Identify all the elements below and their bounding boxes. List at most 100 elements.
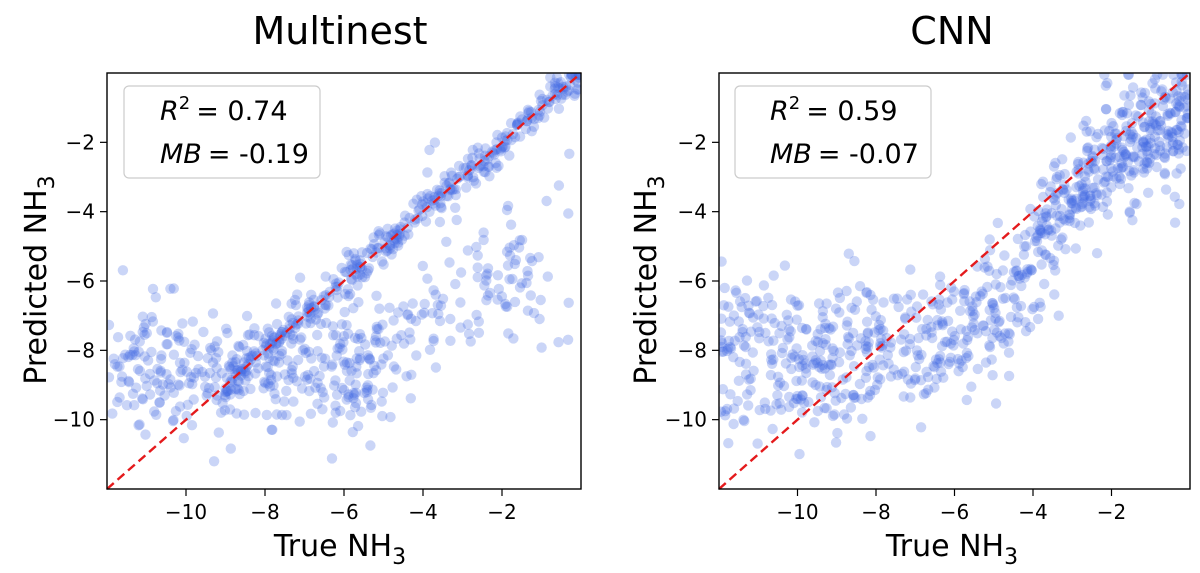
scatter-point <box>547 90 558 102</box>
scatter-point <box>820 318 831 329</box>
scatter-point <box>763 292 774 303</box>
scatter-point <box>1020 326 1032 337</box>
scatter-point <box>496 291 508 302</box>
scatter-point <box>286 314 297 325</box>
scatter-point <box>1144 157 1155 169</box>
scatter-point <box>427 195 438 206</box>
scatter-point <box>253 363 264 374</box>
scatter-point <box>225 364 237 375</box>
scatter-point <box>222 385 234 397</box>
scatter-point <box>1037 212 1049 223</box>
scatter-point <box>451 214 462 226</box>
scatter-point <box>740 358 752 369</box>
scatter-point <box>1129 152 1140 163</box>
scatter-point <box>937 318 948 329</box>
scatter-point <box>233 385 244 396</box>
scatter-point <box>1128 167 1140 178</box>
scatter-point <box>957 361 968 373</box>
scatter-point <box>305 308 316 319</box>
scatter-point <box>883 358 894 369</box>
scatter-point <box>807 377 818 388</box>
scatter-point <box>729 335 740 346</box>
scatter-point <box>778 380 790 392</box>
scatter-point <box>733 375 745 386</box>
scatter-point <box>1131 132 1142 144</box>
scatter-point <box>466 160 477 171</box>
scatter-point <box>1151 73 1163 80</box>
scatter-point <box>159 390 170 401</box>
scatter-point <box>183 378 195 389</box>
scatter-point <box>129 400 140 411</box>
scatter-point <box>1138 136 1149 147</box>
scatter-point <box>1096 189 1107 200</box>
scatter-point <box>737 323 748 335</box>
scatter-point <box>745 326 757 337</box>
scatter-point <box>915 422 927 433</box>
scatter-point <box>873 324 884 336</box>
scatter-point <box>796 407 808 418</box>
scatter-point <box>1091 248 1103 259</box>
scatter-point <box>1139 158 1150 169</box>
scatter-point <box>242 330 254 341</box>
scatter-point <box>123 375 134 387</box>
scatter-point <box>1076 198 1088 210</box>
scatter-point <box>168 387 179 398</box>
scatter-point <box>276 333 287 344</box>
scatter-point <box>745 373 756 384</box>
scatter-point <box>932 320 943 331</box>
scatter-point <box>1124 129 1136 140</box>
scatter-point <box>345 259 356 270</box>
scatter-point <box>878 360 889 371</box>
scatter-point <box>198 326 209 338</box>
scatter-point <box>276 348 287 359</box>
scatter-point <box>885 371 897 382</box>
scatter-point <box>203 382 215 394</box>
scatter-point <box>430 362 442 373</box>
scatter-point <box>972 363 983 375</box>
scatter-point <box>875 323 886 335</box>
scatter-point <box>392 237 404 248</box>
scatter-point <box>286 338 297 349</box>
scatter-point <box>1144 122 1156 134</box>
scatter-point <box>1035 227 1046 239</box>
scatter-point <box>376 256 388 267</box>
scatter-point <box>356 332 367 344</box>
scatter-point <box>812 336 824 348</box>
scatter-point <box>396 330 407 341</box>
scatter-point <box>1102 171 1114 183</box>
scatter-point <box>107 372 115 383</box>
scatter-point <box>934 271 946 282</box>
scatter-point <box>929 362 940 373</box>
scatter-point <box>1100 176 1111 187</box>
scatter-point <box>269 388 280 399</box>
scatter-point <box>1015 300 1027 312</box>
scatter-point <box>361 247 373 259</box>
scatter-point <box>306 353 317 364</box>
scatter-point <box>1012 317 1023 328</box>
scatter-point <box>905 289 916 300</box>
scatter-point <box>355 258 366 270</box>
scatter-point <box>327 417 338 428</box>
scatter-point <box>834 292 846 304</box>
scatter-point <box>391 364 402 375</box>
scatter-point <box>1172 139 1184 150</box>
scatter-point <box>249 330 260 341</box>
scatter-point <box>241 353 252 364</box>
scatter-point <box>945 338 956 349</box>
scatter-point <box>430 289 441 300</box>
scatter-point <box>501 204 513 216</box>
scatter-point <box>299 371 311 382</box>
scatter-point <box>193 364 204 375</box>
scatter-point <box>1145 153 1156 164</box>
scatter-point <box>1066 193 1077 204</box>
scatter-point <box>1136 99 1147 111</box>
y-tick-label: −6 <box>66 269 95 293</box>
scatter-point <box>345 410 356 421</box>
scatter-point <box>294 416 305 427</box>
scatter-point <box>1021 268 1032 279</box>
scatter-point <box>955 305 966 316</box>
scatter-point <box>926 327 937 338</box>
scatter-point <box>773 380 784 391</box>
scatter-point <box>771 399 782 410</box>
scatter-point <box>331 284 342 296</box>
